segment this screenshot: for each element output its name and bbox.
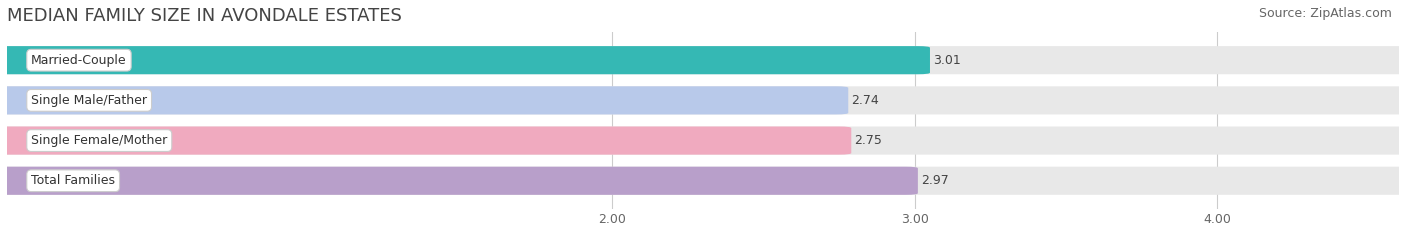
- Text: Single Female/Mother: Single Female/Mother: [31, 134, 167, 147]
- Text: Total Families: Total Families: [31, 174, 115, 187]
- FancyBboxPatch shape: [0, 127, 851, 155]
- Text: Source: ZipAtlas.com: Source: ZipAtlas.com: [1258, 7, 1392, 20]
- FancyBboxPatch shape: [0, 86, 848, 114]
- Text: Single Male/Father: Single Male/Father: [31, 94, 148, 107]
- FancyBboxPatch shape: [0, 167, 918, 195]
- Text: 3.01: 3.01: [934, 54, 960, 67]
- FancyBboxPatch shape: [0, 86, 1406, 114]
- Text: MEDIAN FAMILY SIZE IN AVONDALE ESTATES: MEDIAN FAMILY SIZE IN AVONDALE ESTATES: [7, 7, 402, 25]
- FancyBboxPatch shape: [0, 127, 1406, 155]
- Text: Married-Couple: Married-Couple: [31, 54, 127, 67]
- FancyBboxPatch shape: [0, 46, 1406, 74]
- Text: 2.75: 2.75: [855, 134, 882, 147]
- FancyBboxPatch shape: [0, 167, 1406, 195]
- Text: 2.97: 2.97: [921, 174, 949, 187]
- Text: 2.74: 2.74: [851, 94, 879, 107]
- FancyBboxPatch shape: [0, 46, 929, 74]
